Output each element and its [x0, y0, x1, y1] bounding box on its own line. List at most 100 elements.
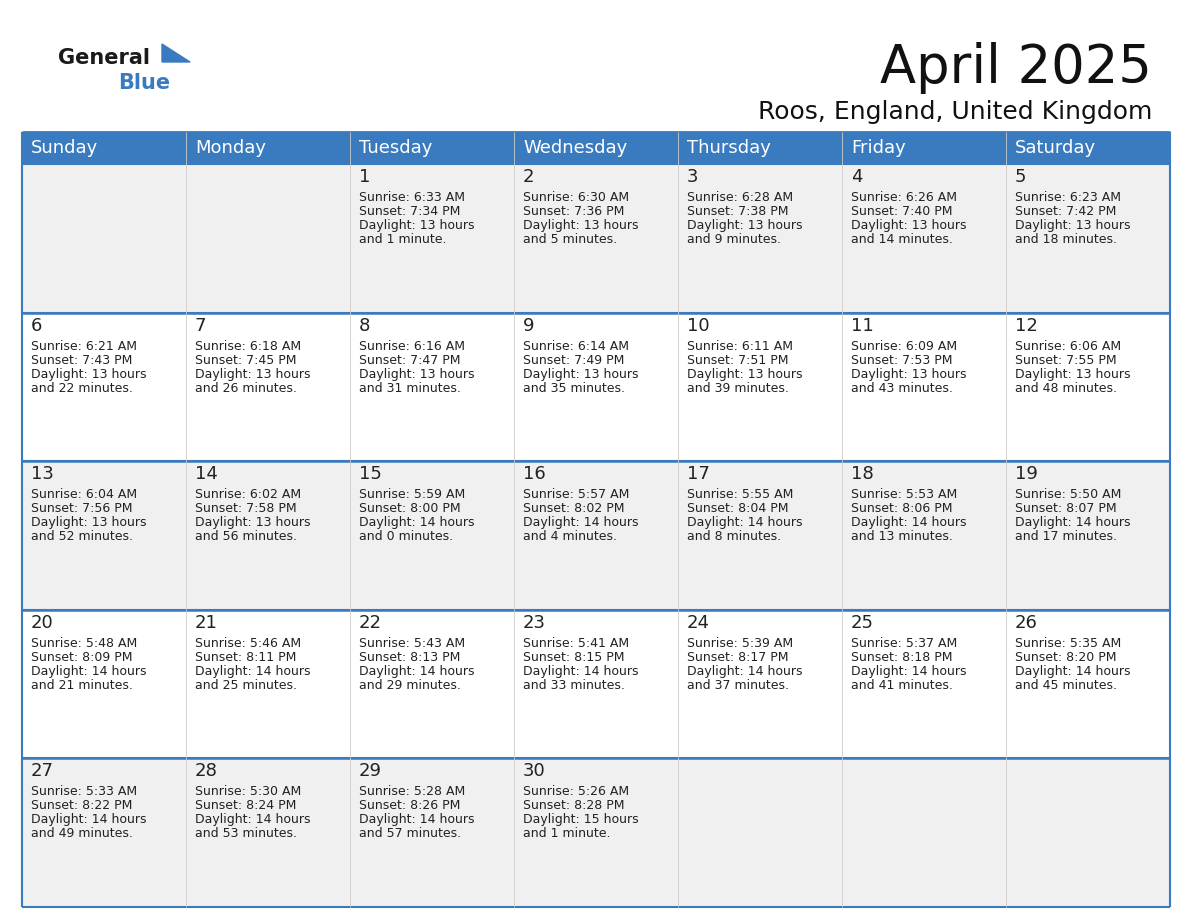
- Text: Sunset: 8:04 PM: Sunset: 8:04 PM: [687, 502, 789, 515]
- Text: and 5 minutes.: and 5 minutes.: [523, 233, 617, 246]
- Text: Sunrise: 5:39 AM: Sunrise: 5:39 AM: [687, 637, 794, 650]
- Bar: [1006, 313, 1170, 461]
- Text: 7: 7: [195, 317, 207, 334]
- Text: 19: 19: [1015, 465, 1038, 483]
- Bar: [842, 164, 1006, 313]
- Text: Thursday: Thursday: [687, 139, 771, 157]
- Text: 1: 1: [359, 168, 371, 186]
- Bar: [1006, 461, 1170, 610]
- Text: Sunrise: 5:35 AM: Sunrise: 5:35 AM: [1015, 637, 1121, 650]
- Bar: [842, 610, 1006, 758]
- Bar: [678, 164, 842, 313]
- Bar: [187, 610, 350, 758]
- Text: Daylight: 13 hours: Daylight: 13 hours: [31, 516, 146, 529]
- Text: Daylight: 13 hours: Daylight: 13 hours: [523, 219, 638, 232]
- Polygon shape: [162, 44, 190, 62]
- Text: Sunrise: 5:43 AM: Sunrise: 5:43 AM: [359, 637, 466, 650]
- Text: Tuesday: Tuesday: [359, 139, 432, 157]
- Bar: [842, 313, 1006, 461]
- Text: Sunrise: 6:16 AM: Sunrise: 6:16 AM: [359, 340, 465, 353]
- Text: and 14 minutes.: and 14 minutes.: [851, 233, 953, 246]
- Bar: [1006, 610, 1170, 758]
- Text: Sunset: 8:09 PM: Sunset: 8:09 PM: [31, 651, 133, 664]
- Text: and 45 minutes.: and 45 minutes.: [1015, 678, 1117, 692]
- Text: Daylight: 14 hours: Daylight: 14 hours: [359, 516, 474, 529]
- Text: Sunset: 7:55 PM: Sunset: 7:55 PM: [1015, 353, 1117, 366]
- Text: and 35 minutes.: and 35 minutes.: [523, 382, 625, 395]
- Text: Sunset: 8:17 PM: Sunset: 8:17 PM: [687, 651, 789, 664]
- Bar: [514, 758, 678, 907]
- Bar: [678, 758, 842, 907]
- Text: and 17 minutes.: and 17 minutes.: [1015, 531, 1117, 543]
- Text: Sunrise: 5:28 AM: Sunrise: 5:28 AM: [359, 786, 466, 799]
- Bar: [23, 132, 187, 164]
- Bar: [678, 132, 842, 164]
- Text: Sunset: 7:49 PM: Sunset: 7:49 PM: [523, 353, 625, 366]
- Text: Blue: Blue: [118, 73, 170, 93]
- Text: Daylight: 13 hours: Daylight: 13 hours: [1015, 367, 1131, 381]
- Text: 6: 6: [31, 317, 43, 334]
- Text: Sunrise: 5:55 AM: Sunrise: 5:55 AM: [687, 488, 794, 501]
- Text: Daylight: 13 hours: Daylight: 13 hours: [851, 367, 967, 381]
- Text: Daylight: 14 hours: Daylight: 14 hours: [1015, 665, 1131, 677]
- Text: 21: 21: [195, 614, 217, 632]
- Text: Daylight: 14 hours: Daylight: 14 hours: [687, 516, 803, 529]
- Text: Daylight: 14 hours: Daylight: 14 hours: [687, 665, 803, 677]
- Bar: [842, 758, 1006, 907]
- Text: and 39 minutes.: and 39 minutes.: [687, 382, 789, 395]
- Text: Sunrise: 5:41 AM: Sunrise: 5:41 AM: [523, 637, 630, 650]
- Bar: [514, 461, 678, 610]
- Text: Sunrise: 5:30 AM: Sunrise: 5:30 AM: [195, 786, 302, 799]
- Text: and 21 minutes.: and 21 minutes.: [31, 678, 133, 692]
- Bar: [187, 164, 350, 313]
- Text: Sunrise: 6:09 AM: Sunrise: 6:09 AM: [851, 340, 958, 353]
- Text: Sunrise: 5:26 AM: Sunrise: 5:26 AM: [523, 786, 630, 799]
- Text: 12: 12: [1015, 317, 1038, 334]
- Bar: [514, 313, 678, 461]
- Bar: [514, 132, 678, 164]
- Bar: [350, 132, 514, 164]
- Text: Daylight: 14 hours: Daylight: 14 hours: [851, 516, 967, 529]
- Text: 17: 17: [687, 465, 710, 483]
- Text: Sunrise: 6:14 AM: Sunrise: 6:14 AM: [523, 340, 628, 353]
- Text: and 13 minutes.: and 13 minutes.: [851, 531, 953, 543]
- Text: Sunrise: 6:11 AM: Sunrise: 6:11 AM: [687, 340, 794, 353]
- Text: Sunset: 7:40 PM: Sunset: 7:40 PM: [851, 205, 953, 218]
- Text: Monday: Monday: [195, 139, 266, 157]
- Text: Sunset: 8:11 PM: Sunset: 8:11 PM: [195, 651, 296, 664]
- Text: Sunset: 7:38 PM: Sunset: 7:38 PM: [687, 205, 789, 218]
- Text: and 26 minutes.: and 26 minutes.: [195, 382, 297, 395]
- Text: Sunrise: 5:53 AM: Sunrise: 5:53 AM: [851, 488, 958, 501]
- Bar: [678, 461, 842, 610]
- Text: Daylight: 13 hours: Daylight: 13 hours: [1015, 219, 1131, 232]
- Bar: [514, 164, 678, 313]
- Text: Daylight: 13 hours: Daylight: 13 hours: [851, 219, 967, 232]
- Text: 26: 26: [1015, 614, 1038, 632]
- Text: Daylight: 14 hours: Daylight: 14 hours: [31, 813, 146, 826]
- Text: Daylight: 14 hours: Daylight: 14 hours: [195, 665, 310, 677]
- Text: 10: 10: [687, 317, 709, 334]
- Text: Sunset: 8:07 PM: Sunset: 8:07 PM: [1015, 502, 1117, 515]
- Text: Daylight: 13 hours: Daylight: 13 hours: [195, 516, 310, 529]
- Text: 24: 24: [687, 614, 710, 632]
- Text: Sunrise: 6:18 AM: Sunrise: 6:18 AM: [195, 340, 301, 353]
- Text: Daylight: 14 hours: Daylight: 14 hours: [195, 813, 310, 826]
- Text: Daylight: 15 hours: Daylight: 15 hours: [523, 813, 639, 826]
- Text: and 49 minutes.: and 49 minutes.: [31, 827, 133, 840]
- Text: Sunrise: 6:04 AM: Sunrise: 6:04 AM: [31, 488, 137, 501]
- Text: and 29 minutes.: and 29 minutes.: [359, 678, 461, 692]
- Text: Sunrise: 5:50 AM: Sunrise: 5:50 AM: [1015, 488, 1121, 501]
- Text: and 52 minutes.: and 52 minutes.: [31, 531, 133, 543]
- Text: 22: 22: [359, 614, 383, 632]
- Bar: [187, 132, 350, 164]
- Text: Sunset: 8:24 PM: Sunset: 8:24 PM: [195, 800, 296, 812]
- Text: 23: 23: [523, 614, 546, 632]
- Text: and 31 minutes.: and 31 minutes.: [359, 382, 461, 395]
- Text: Sunrise: 6:28 AM: Sunrise: 6:28 AM: [687, 191, 794, 204]
- Text: 13: 13: [31, 465, 53, 483]
- Text: 9: 9: [523, 317, 535, 334]
- Text: and 8 minutes.: and 8 minutes.: [687, 531, 782, 543]
- Bar: [350, 461, 514, 610]
- Bar: [23, 461, 187, 610]
- Text: Sunday: Sunday: [31, 139, 99, 157]
